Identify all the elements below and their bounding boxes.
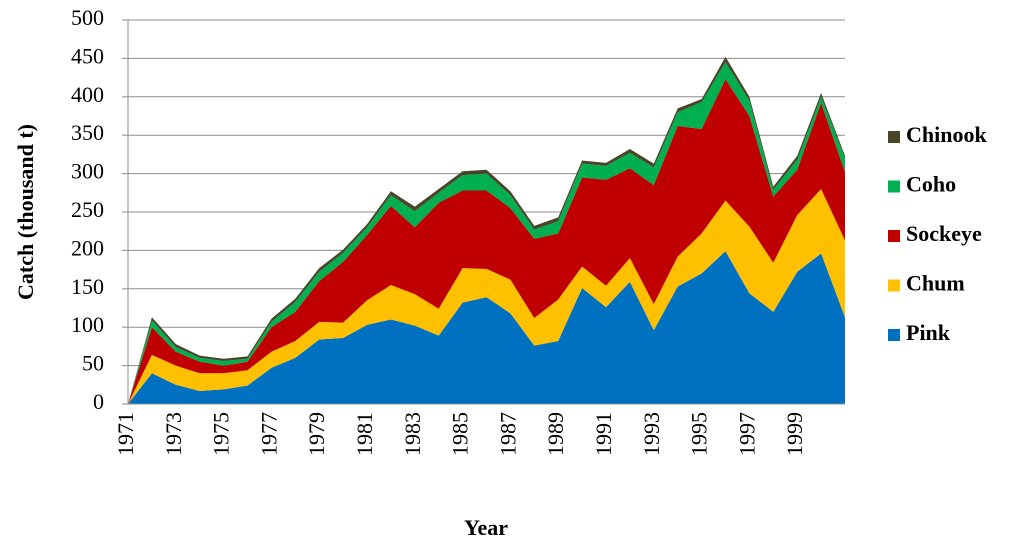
x-tick-label: 1975 bbox=[209, 412, 234, 456]
x-tick-label: 1977 bbox=[256, 412, 281, 456]
y-tick-label: 500 bbox=[71, 5, 104, 30]
x-tick-label: 1973 bbox=[161, 412, 186, 456]
x-axis-title: Year bbox=[464, 515, 508, 540]
x-tick-label: 1983 bbox=[400, 412, 425, 456]
x-tick-label: 1993 bbox=[639, 412, 664, 456]
y-tick-label: 400 bbox=[71, 82, 104, 107]
y-tick-label: 350 bbox=[71, 120, 104, 145]
legend-label: Pink bbox=[906, 320, 951, 345]
x-tick-label: 1985 bbox=[448, 412, 473, 456]
area bbox=[128, 79, 845, 405]
y-tick-label: 300 bbox=[71, 159, 104, 184]
x-tick-label: 1971 bbox=[113, 412, 138, 456]
legend-label: Coho bbox=[906, 172, 956, 197]
y-tick-label: 450 bbox=[71, 43, 104, 68]
legend-swatch bbox=[888, 279, 900, 292]
y-axis-title: Catch (thousand t) bbox=[13, 124, 38, 300]
x-tick-label: 1989 bbox=[543, 412, 568, 456]
legend-label: Chum bbox=[906, 271, 965, 296]
x-tick-label: 1997 bbox=[734, 412, 759, 456]
y-tick-label: 150 bbox=[71, 274, 104, 299]
y-tick-label: 250 bbox=[71, 197, 104, 222]
legend-label: Chinook bbox=[906, 122, 987, 147]
x-tick-label: 1995 bbox=[687, 412, 712, 456]
y-tick-label: 50 bbox=[82, 351, 104, 376]
area bbox=[128, 251, 845, 404]
legend-swatch bbox=[888, 329, 900, 341]
area bbox=[128, 62, 845, 405]
y-tick-label: 0 bbox=[93, 389, 104, 414]
x-tick-label: 1981 bbox=[352, 412, 377, 456]
x-tick-label: 1991 bbox=[591, 412, 616, 456]
y-tick-label: 200 bbox=[71, 235, 104, 260]
x-tick-label: 1999 bbox=[782, 412, 807, 456]
area bbox=[128, 188, 845, 404]
x-tick-label: 1979 bbox=[304, 412, 329, 456]
legend-label: Sockeye bbox=[906, 221, 982, 246]
legend-swatch bbox=[888, 230, 900, 242]
y-tick-label: 100 bbox=[71, 312, 104, 337]
x-tick-label: 1987 bbox=[495, 412, 520, 456]
legend-swatch bbox=[888, 180, 900, 193]
legend-swatch bbox=[888, 131, 900, 143]
